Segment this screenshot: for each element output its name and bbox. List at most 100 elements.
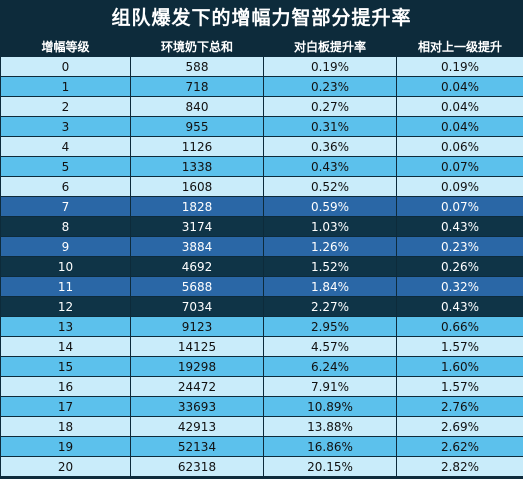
cell-level: 13 <box>0 316 131 337</box>
cell-level: 1 <box>0 76 131 97</box>
cell-vs-prev: 1.57% <box>396 376 523 397</box>
cell-vs-base: 1.52% <box>263 256 397 277</box>
cell-level: 3 <box>0 116 131 137</box>
cell-level: 18 <box>0 416 131 437</box>
cell-level: 5 <box>0 156 131 177</box>
cell-vs-base: 1.03% <box>263 216 397 237</box>
table-row: 7 1828 0.59% 0.07% <box>0 196 523 217</box>
cell-vs-base: 2.95% <box>263 316 397 337</box>
cell-level: 12 <box>0 296 131 317</box>
cell-level: 8 <box>0 216 131 237</box>
cell-vs-base: 13.88% <box>263 416 397 437</box>
cell-vs-prev: 2.62% <box>396 436 523 457</box>
cell-total: 52134 <box>130 436 264 457</box>
cell-level: 14 <box>0 336 131 357</box>
table-row: 13 9123 2.95% 0.66% <box>0 316 523 337</box>
cell-total: 62318 <box>130 456 264 477</box>
cell-total: 7034 <box>130 296 264 317</box>
table-row: 14 14125 4.57% 1.57% <box>0 336 523 357</box>
table-row: 4 1126 0.36% 0.06% <box>0 136 523 157</box>
cell-vs-prev: 0.43% <box>396 216 523 237</box>
cell-total: 3174 <box>130 216 264 237</box>
cell-total: 1338 <box>130 156 264 177</box>
cell-level: 6 <box>0 176 131 197</box>
cell-vs-prev: 0.04% <box>396 116 523 137</box>
cell-vs-prev: 0.19% <box>396 56 523 77</box>
table-row: 0 588 0.19% 0.19% <box>0 56 523 77</box>
cell-vs-base: 0.43% <box>263 156 397 177</box>
table-row: 3 955 0.31% 0.04% <box>0 116 523 137</box>
table-row: 5 1338 0.43% 0.07% <box>0 156 523 177</box>
cell-vs-base: 0.59% <box>263 196 397 217</box>
table-row: 11 5688 1.84% 0.32% <box>0 276 523 297</box>
header-vs-base: 对白板提升率 <box>263 36 397 57</box>
table-row: 16 24472 7.91% 1.57% <box>0 376 523 397</box>
cell-total: 588 <box>130 56 264 77</box>
table-row: 17 33693 10.89% 2.76% <box>0 396 523 417</box>
cell-vs-base: 20.15% <box>263 456 397 477</box>
cell-total: 14125 <box>130 336 264 357</box>
cell-level: 19 <box>0 436 131 457</box>
cell-vs-base: 1.84% <box>263 276 397 297</box>
cell-level: 0 <box>0 56 131 77</box>
cell-total: 9123 <box>130 316 264 337</box>
cell-vs-prev: 2.82% <box>396 456 523 477</box>
cell-vs-base: 0.23% <box>263 76 397 97</box>
table-row: 20 62318 20.15% 2.82% <box>0 456 523 477</box>
cell-vs-prev: 1.60% <box>396 356 523 377</box>
cell-total: 955 <box>130 116 264 137</box>
cell-vs-prev: 0.06% <box>396 136 523 157</box>
cell-vs-prev: 2.69% <box>396 416 523 437</box>
cell-vs-base: 4.57% <box>263 336 397 357</box>
cell-vs-base: 16.86% <box>263 436 397 457</box>
cell-vs-prev: 0.09% <box>396 176 523 197</box>
table-row: 2 840 0.27% 0.04% <box>0 96 523 117</box>
cell-level: 16 <box>0 376 131 397</box>
data-table: 增幅等级 环境奶下总和 对白板提升率 相对上一级提升 0 588 0.19% 0.19… <box>0 36 523 477</box>
cell-level: 2 <box>0 96 131 117</box>
cell-vs-prev: 0.07% <box>396 156 523 177</box>
cell-total: 718 <box>130 76 264 97</box>
cell-vs-prev: 0.26% <box>396 256 523 277</box>
table-row: 15 19298 6.24% 1.60% <box>0 356 523 377</box>
cell-level: 4 <box>0 136 131 157</box>
cell-vs-base: 7.91% <box>263 376 397 397</box>
header-vs-prev: 相对上一级提升 <box>396 36 523 57</box>
cell-level: 17 <box>0 396 131 417</box>
cell-total: 3884 <box>130 236 264 257</box>
table-row: 10 4692 1.52% 0.26% <box>0 256 523 277</box>
cell-vs-base: 0.36% <box>263 136 397 157</box>
cell-vs-prev: 1.57% <box>396 336 523 357</box>
cell-total: 4692 <box>130 256 264 277</box>
table-row: 12 7034 2.27% 0.43% <box>0 296 523 317</box>
cell-level: 20 <box>0 456 131 477</box>
cell-vs-prev: 0.43% <box>396 296 523 317</box>
cell-total: 24472 <box>130 376 264 397</box>
cell-total: 1828 <box>130 196 264 217</box>
cell-total: 1126 <box>130 136 264 157</box>
cell-vs-prev: 2.76% <box>396 396 523 417</box>
cell-vs-base: 0.27% <box>263 96 397 117</box>
cell-vs-base: 0.19% <box>263 56 397 77</box>
cell-vs-base: 0.31% <box>263 116 397 137</box>
header-total: 环境奶下总和 <box>130 36 264 57</box>
cell-vs-prev: 0.23% <box>396 236 523 257</box>
table-row: 19 52134 16.86% 2.62% <box>0 436 523 457</box>
table-title: 组队爆发下的增幅力智部分提升率 <box>0 0 523 36</box>
cell-vs-prev: 0.04% <box>396 76 523 97</box>
cell-vs-base: 6.24% <box>263 356 397 377</box>
table-row: 8 3174 1.03% 0.43% <box>0 216 523 237</box>
cell-vs-base: 10.89% <box>263 396 397 417</box>
cell-total: 840 <box>130 96 264 117</box>
cell-vs-prev: 0.04% <box>396 96 523 117</box>
cell-level: 10 <box>0 256 131 277</box>
cell-total: 42913 <box>130 416 264 437</box>
cell-vs-base: 2.27% <box>263 296 397 317</box>
cell-vs-prev: 0.07% <box>396 196 523 217</box>
cell-level: 9 <box>0 236 131 257</box>
cell-total: 1608 <box>130 176 264 197</box>
cell-level: 11 <box>0 276 131 297</box>
cell-total: 19298 <box>130 356 264 377</box>
cell-vs-prev: 0.66% <box>396 316 523 337</box>
